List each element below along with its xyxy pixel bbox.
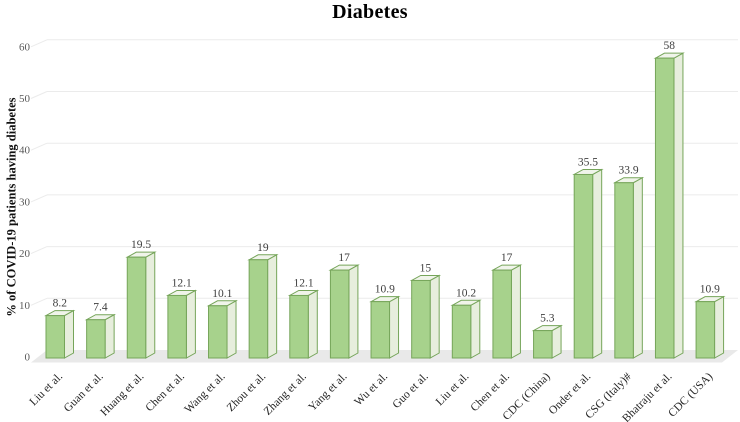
bar-side-face — [510, 264, 521, 359]
x-category-label: Chen et al. — [469, 371, 513, 415]
bar-value-label: 10.2 — [456, 287, 476, 299]
x-category-label: Chen et al. — [144, 371, 188, 415]
bar-value-label: 12.1 — [293, 277, 313, 289]
bar-value-label: 10.9 — [375, 284, 395, 296]
bar-17 — [695, 301, 716, 359]
bar-side-face — [226, 299, 237, 359]
bar-15 — [614, 182, 634, 359]
gridline-connector — [30, 91, 48, 99]
bar-11 — [451, 304, 472, 359]
bar-side-face — [348, 264, 359, 359]
y-tick-label: 10 — [19, 300, 31, 312]
bar-9 — [370, 301, 391, 359]
bar-value-label: 58 — [663, 40, 675, 52]
y-tick-label: 40 — [19, 145, 31, 157]
bar-value-label: 15 — [420, 262, 432, 274]
x-category-label: Guo et al. — [390, 371, 430, 411]
bar-value-label: 35.5 — [578, 156, 598, 168]
bar-16 — [654, 57, 675, 359]
bar-value-label: 19 — [257, 242, 269, 254]
y-tick-label: 50 — [19, 93, 31, 105]
bar-side-face — [145, 251, 156, 359]
bar-10 — [411, 279, 431, 359]
y-tick-label: 30 — [19, 196, 31, 208]
x-category-label: Liu et al. — [28, 371, 66, 409]
bar-value-label: 12.1 — [172, 277, 192, 289]
bar-value-label: 8.2 — [53, 298, 68, 310]
y-tick-label: 20 — [19, 248, 31, 260]
bar-side-face — [592, 168, 603, 359]
bar-side-face — [714, 295, 725, 359]
y-tick-label: 0 — [25, 352, 31, 364]
gridline-connector — [30, 142, 48, 151]
bar-side-face — [470, 299, 481, 359]
y-tick-label: 60 — [19, 41, 31, 53]
x-category-label: Huang et al. — [98, 371, 146, 419]
bar-2 — [86, 319, 106, 359]
bar-7 — [289, 294, 309, 359]
bar-12 — [492, 269, 512, 359]
bar-1 — [45, 315, 65, 359]
bar-4 — [167, 294, 187, 359]
bar-value-label: 33.9 — [619, 165, 639, 177]
bar-value-label: 19.5 — [131, 239, 151, 251]
bar-6 — [248, 259, 269, 359]
bar-13 — [533, 330, 553, 359]
bar-3 — [126, 256, 147, 359]
bar-side-face — [64, 309, 74, 359]
x-category-label: Zhang et al. — [262, 371, 309, 418]
bar-side-face — [673, 52, 684, 359]
x-category-label: Wang et al. — [183, 371, 228, 416]
bar-value-label: 10.1 — [212, 288, 232, 300]
x-category-label: Yang et al. — [306, 371, 349, 414]
gridline-connector — [30, 297, 48, 306]
gridline-connector — [30, 39, 48, 48]
bar-side-face — [389, 295, 400, 359]
bar-5 — [208, 305, 228, 359]
bar-side-face — [429, 274, 440, 359]
bar-side-face — [104, 313, 115, 359]
gridline-connector — [30, 246, 48, 255]
bar-side-face — [551, 324, 562, 359]
bar-side-face — [632, 176, 643, 359]
bar-value-label: 17 — [501, 252, 513, 264]
bar-side-face — [267, 253, 278, 359]
x-category-label: Wu et al. — [352, 371, 390, 409]
bar-side-face — [185, 289, 196, 359]
chart-title: Diabetes — [332, 1, 408, 23]
gridline-connector — [30, 194, 48, 203]
bar-value-label: 17 — [338, 252, 350, 264]
x-category-label: Zhou et al. — [225, 371, 269, 415]
bar-value-label: 7.4 — [93, 302, 108, 314]
bar-side-face — [307, 289, 318, 359]
x-category-label: CDC (USA) — [666, 371, 715, 420]
bar-value-label: 5.3 — [540, 313, 555, 325]
bar-value-label: 10.9 — [700, 284, 720, 296]
bar-14 — [573, 173, 594, 359]
bar-8 — [329, 269, 350, 359]
x-category-label: Liu et al. — [434, 371, 472, 409]
